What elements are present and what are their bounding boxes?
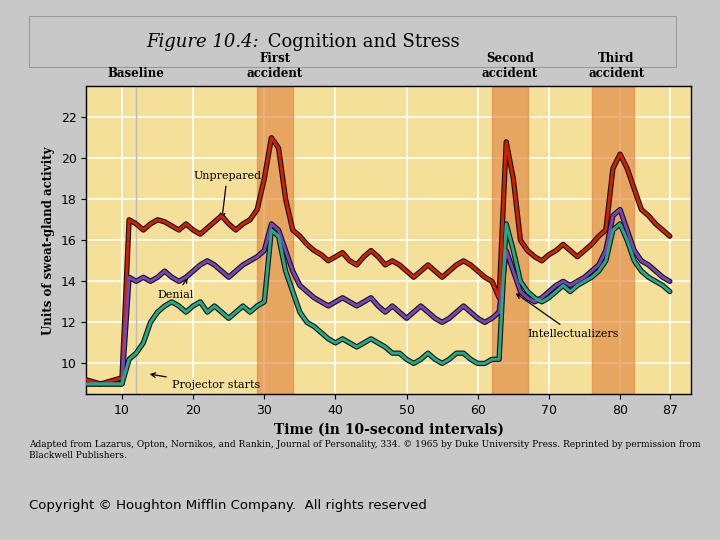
X-axis label: Time (in 10-second intervals): Time (in 10-second intervals) (274, 422, 504, 436)
Y-axis label: Units of sweat-gland activity: Units of sweat-gland activity (42, 146, 55, 335)
Bar (257, 86, 293, 394)
Text: Adapted from Lazarus, Opton, Nornikos, and Rankin, Journal of Personality, 334. : Adapted from Lazarus, Opton, Nornikos, a… (29, 440, 701, 460)
Text: Cognition and Stress: Cognition and Stress (262, 33, 459, 51)
Text: Baseline: Baseline (108, 68, 165, 80)
Text: Figure 10.4:: Figure 10.4: (146, 33, 259, 51)
Text: Intellectualizers: Intellectualizers (517, 294, 619, 339)
Text: Unprepared: Unprepared (193, 171, 261, 218)
Text: Second
accident: Second accident (482, 52, 538, 80)
Text: Third
accident: Third accident (588, 52, 644, 80)
Bar (592, 86, 634, 394)
Text: Denial: Denial (158, 279, 194, 300)
Text: First
accident: First accident (247, 52, 303, 80)
Text: Projector starts: Projector starts (151, 373, 260, 390)
Bar (492, 86, 528, 394)
Text: Copyright © Houghton Mifflin Company.  All rights reserved: Copyright © Houghton Mifflin Company. Al… (29, 500, 427, 512)
